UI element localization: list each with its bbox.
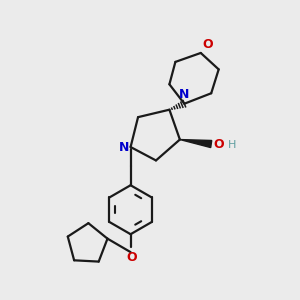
Text: H: H: [228, 140, 236, 150]
Text: O: O: [127, 251, 137, 264]
Text: O: O: [202, 38, 213, 52]
Text: O: O: [214, 138, 224, 151]
Text: N: N: [179, 88, 190, 101]
Text: N: N: [119, 140, 129, 154]
Polygon shape: [180, 140, 212, 148]
